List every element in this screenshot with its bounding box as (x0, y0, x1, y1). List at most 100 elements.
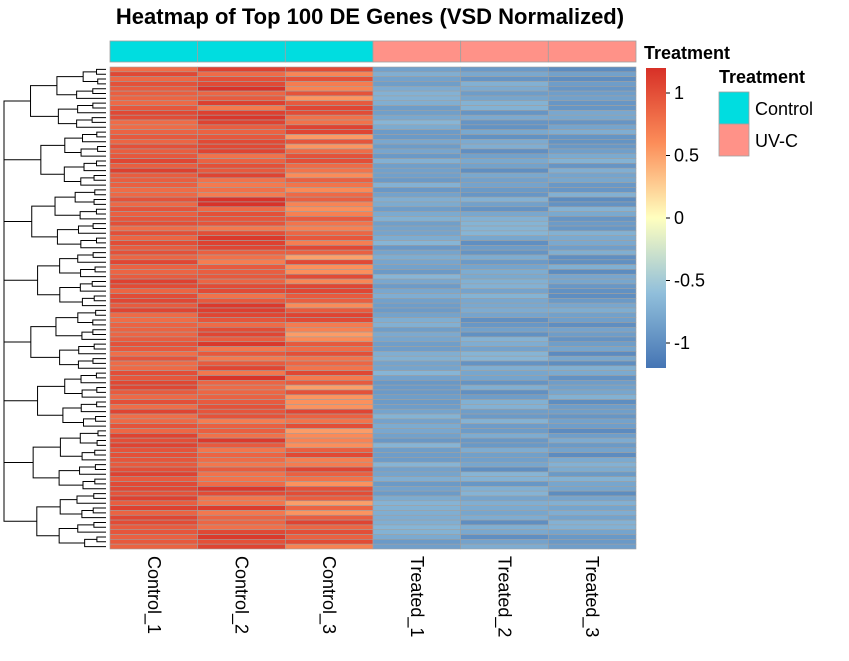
heatmap-cell (548, 81, 637, 87)
heatmap-cell (548, 158, 637, 164)
heatmap-cell (197, 428, 286, 434)
heatmap-cell (197, 341, 286, 347)
heatmap-cell (109, 423, 198, 429)
heatmap-cell (285, 264, 374, 270)
heatmap-cell (197, 529, 286, 535)
heatmap-cell (285, 442, 374, 449)
heatmap-cell (285, 211, 374, 217)
heatmap-cell (109, 139, 198, 145)
dendrogram-branch (95, 237, 106, 244)
heatmap-cell (372, 269, 461, 275)
heatmap-cell (548, 85, 637, 92)
heatmap-cell (109, 129, 198, 135)
heatmap-cell (372, 110, 461, 116)
heatmap-cell (285, 134, 374, 140)
heatmap-cell (460, 158, 549, 164)
heatmap-cell (285, 220, 374, 227)
dendrogram-branch (74, 191, 95, 203)
dendrogram-branch (79, 432, 98, 444)
heatmap-cell (548, 307, 637, 314)
heatmap-cell (197, 389, 286, 396)
heatmap-cell (372, 486, 461, 492)
heatmap-cell (109, 534, 198, 540)
dendrogram-branch (31, 205, 58, 238)
heatmap-cell (109, 543, 198, 550)
heatmap-cell (197, 220, 286, 227)
heatmap-cell (460, 442, 549, 449)
heatmap-cell (372, 143, 461, 150)
heatmap-cell (197, 124, 286, 130)
heatmap-cell (109, 524, 198, 531)
heatmap-cell (372, 114, 461, 121)
dendrogram-branch (3, 100, 41, 161)
heatmap-cell (460, 360, 549, 367)
heatmap-cell (460, 134, 549, 140)
heatmap-cell (109, 481, 198, 487)
heatmap-cell (460, 293, 549, 299)
heatmap-cell (285, 302, 374, 309)
heatmap-cell (197, 273, 286, 280)
heatmap-cell (548, 302, 637, 309)
heatmap-cell (285, 481, 374, 487)
heatmap-cell (197, 399, 286, 405)
heatmap-cell (372, 105, 461, 111)
heatmap-cell (109, 539, 198, 545)
dendrogram-branch (36, 506, 61, 537)
heatmap-cell (548, 220, 637, 227)
heatmap-cell (372, 293, 461, 299)
heatmap-cell (548, 143, 637, 150)
heatmap-cell (372, 447, 461, 453)
heatmap-cell (460, 365, 549, 371)
heatmap-cell (197, 110, 286, 116)
heatmap-cell (372, 100, 461, 106)
heatmap-cell (109, 206, 198, 212)
heatmap-cell (197, 143, 286, 150)
heatmap-cell (109, 100, 198, 106)
heatmap-cell (372, 437, 461, 444)
dendrogram-branch (79, 211, 106, 220)
heatmap-cell (197, 418, 286, 424)
heatmap-cell (197, 442, 286, 449)
heatmap-cell (548, 394, 637, 400)
heatmap-cell (548, 114, 637, 121)
heatmap-cell (285, 90, 374, 97)
heatmap-cell (548, 384, 637, 391)
heatmap-cell (285, 85, 374, 92)
dendrogram-branch (77, 225, 106, 234)
heatmap-cell (460, 447, 549, 453)
heatmap-cell (460, 283, 549, 290)
heatmap-cell (460, 341, 549, 347)
heatmap-cell (460, 235, 549, 241)
dendrogram-branch (80, 177, 106, 186)
heatmap-cell (285, 336, 374, 343)
heatmap-cell (197, 134, 286, 140)
heatmap-cell (285, 486, 374, 492)
heatmap-cell (285, 129, 374, 135)
heatmap-cell (285, 273, 374, 280)
heatmap-cell (548, 283, 637, 290)
heatmap-cell (197, 500, 286, 506)
heatmap-cell (548, 216, 637, 222)
heatmap-cell (109, 394, 198, 400)
colorbar-tick-label: -1 (674, 333, 690, 353)
heatmap-cell (197, 307, 286, 314)
heatmap-cell (372, 81, 461, 87)
heatmap-cell (372, 148, 461, 155)
heatmap-cell (548, 428, 637, 434)
heatmap-cell (197, 317, 286, 323)
heatmap-cell (197, 158, 286, 164)
heatmap-cell (548, 167, 637, 174)
heatmap-cell (285, 124, 374, 130)
heatmap-cell (372, 495, 461, 502)
heatmap-cell (285, 100, 374, 106)
heatmap-cell (548, 240, 637, 246)
heatmap-cell (285, 539, 374, 545)
dendrogram-branch (94, 266, 106, 273)
heatmap-cell (197, 524, 286, 531)
heatmap-cell (285, 457, 374, 463)
heatmap-cell (285, 269, 374, 275)
heatmap-cell (460, 461, 549, 468)
heatmap-cell (109, 288, 198, 294)
heatmap-cell (109, 529, 198, 535)
dendrogram-branch (82, 71, 98, 82)
